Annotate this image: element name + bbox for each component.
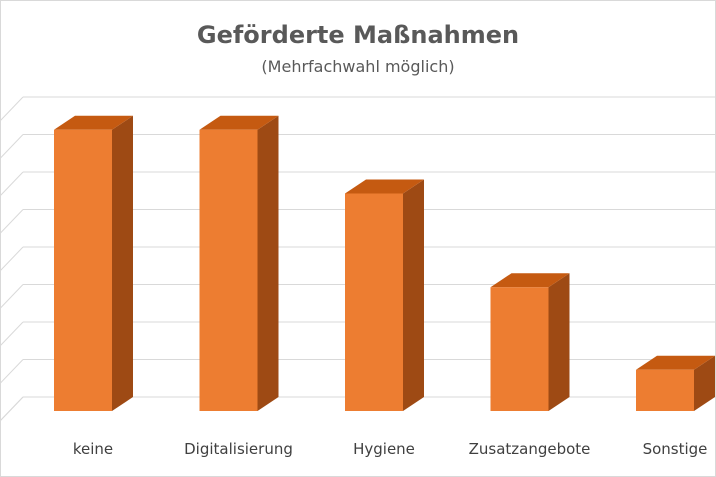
x-axis-tick-labels: keine Digitalisierung Hygiene Zusatzangebot… <box>73 440 708 458</box>
bar-side <box>403 179 424 411</box>
bar-front <box>490 287 549 411</box>
x-tick-label: Hygiene <box>353 440 415 458</box>
bar-front <box>54 129 112 411</box>
gridline-side <box>0 246 24 272</box>
gridline-side <box>0 96 24 122</box>
bar-side <box>694 355 715 411</box>
bar-front <box>636 369 694 411</box>
bar-top <box>54 115 133 130</box>
bar-top <box>636 355 715 370</box>
bar-side <box>257 115 279 411</box>
chart-title: Geförderte Maßnahmen <box>197 21 519 49</box>
gridline-side <box>0 171 24 197</box>
gridline-side <box>0 209 24 234</box>
gridline-side <box>0 284 24 309</box>
gridline-side <box>0 359 24 384</box>
bar-front <box>199 129 258 411</box>
bar-front <box>345 193 403 411</box>
gridline-side <box>0 134 24 159</box>
x-tick-label: Sonstige <box>643 440 708 458</box>
bar <box>199 115 279 411</box>
floor-edge <box>0 396 24 422</box>
bar-side <box>112 115 133 411</box>
bar <box>345 179 424 411</box>
bar <box>636 355 715 411</box>
x-tick-label: Digitalisierung <box>184 440 293 458</box>
bar <box>490 273 570 411</box>
chart-subtitle: (Mehrfachwahl möglich) <box>261 57 454 76</box>
gridline-side <box>0 321 24 347</box>
x-tick-label: keine <box>73 440 113 458</box>
bar-top <box>345 179 424 194</box>
bar-side <box>548 273 570 411</box>
x-tick-label: Zusatzangebote <box>469 440 591 458</box>
bar-top <box>490 273 570 288</box>
bar <box>54 115 133 411</box>
bars <box>54 115 715 411</box>
bar-top <box>199 115 279 130</box>
